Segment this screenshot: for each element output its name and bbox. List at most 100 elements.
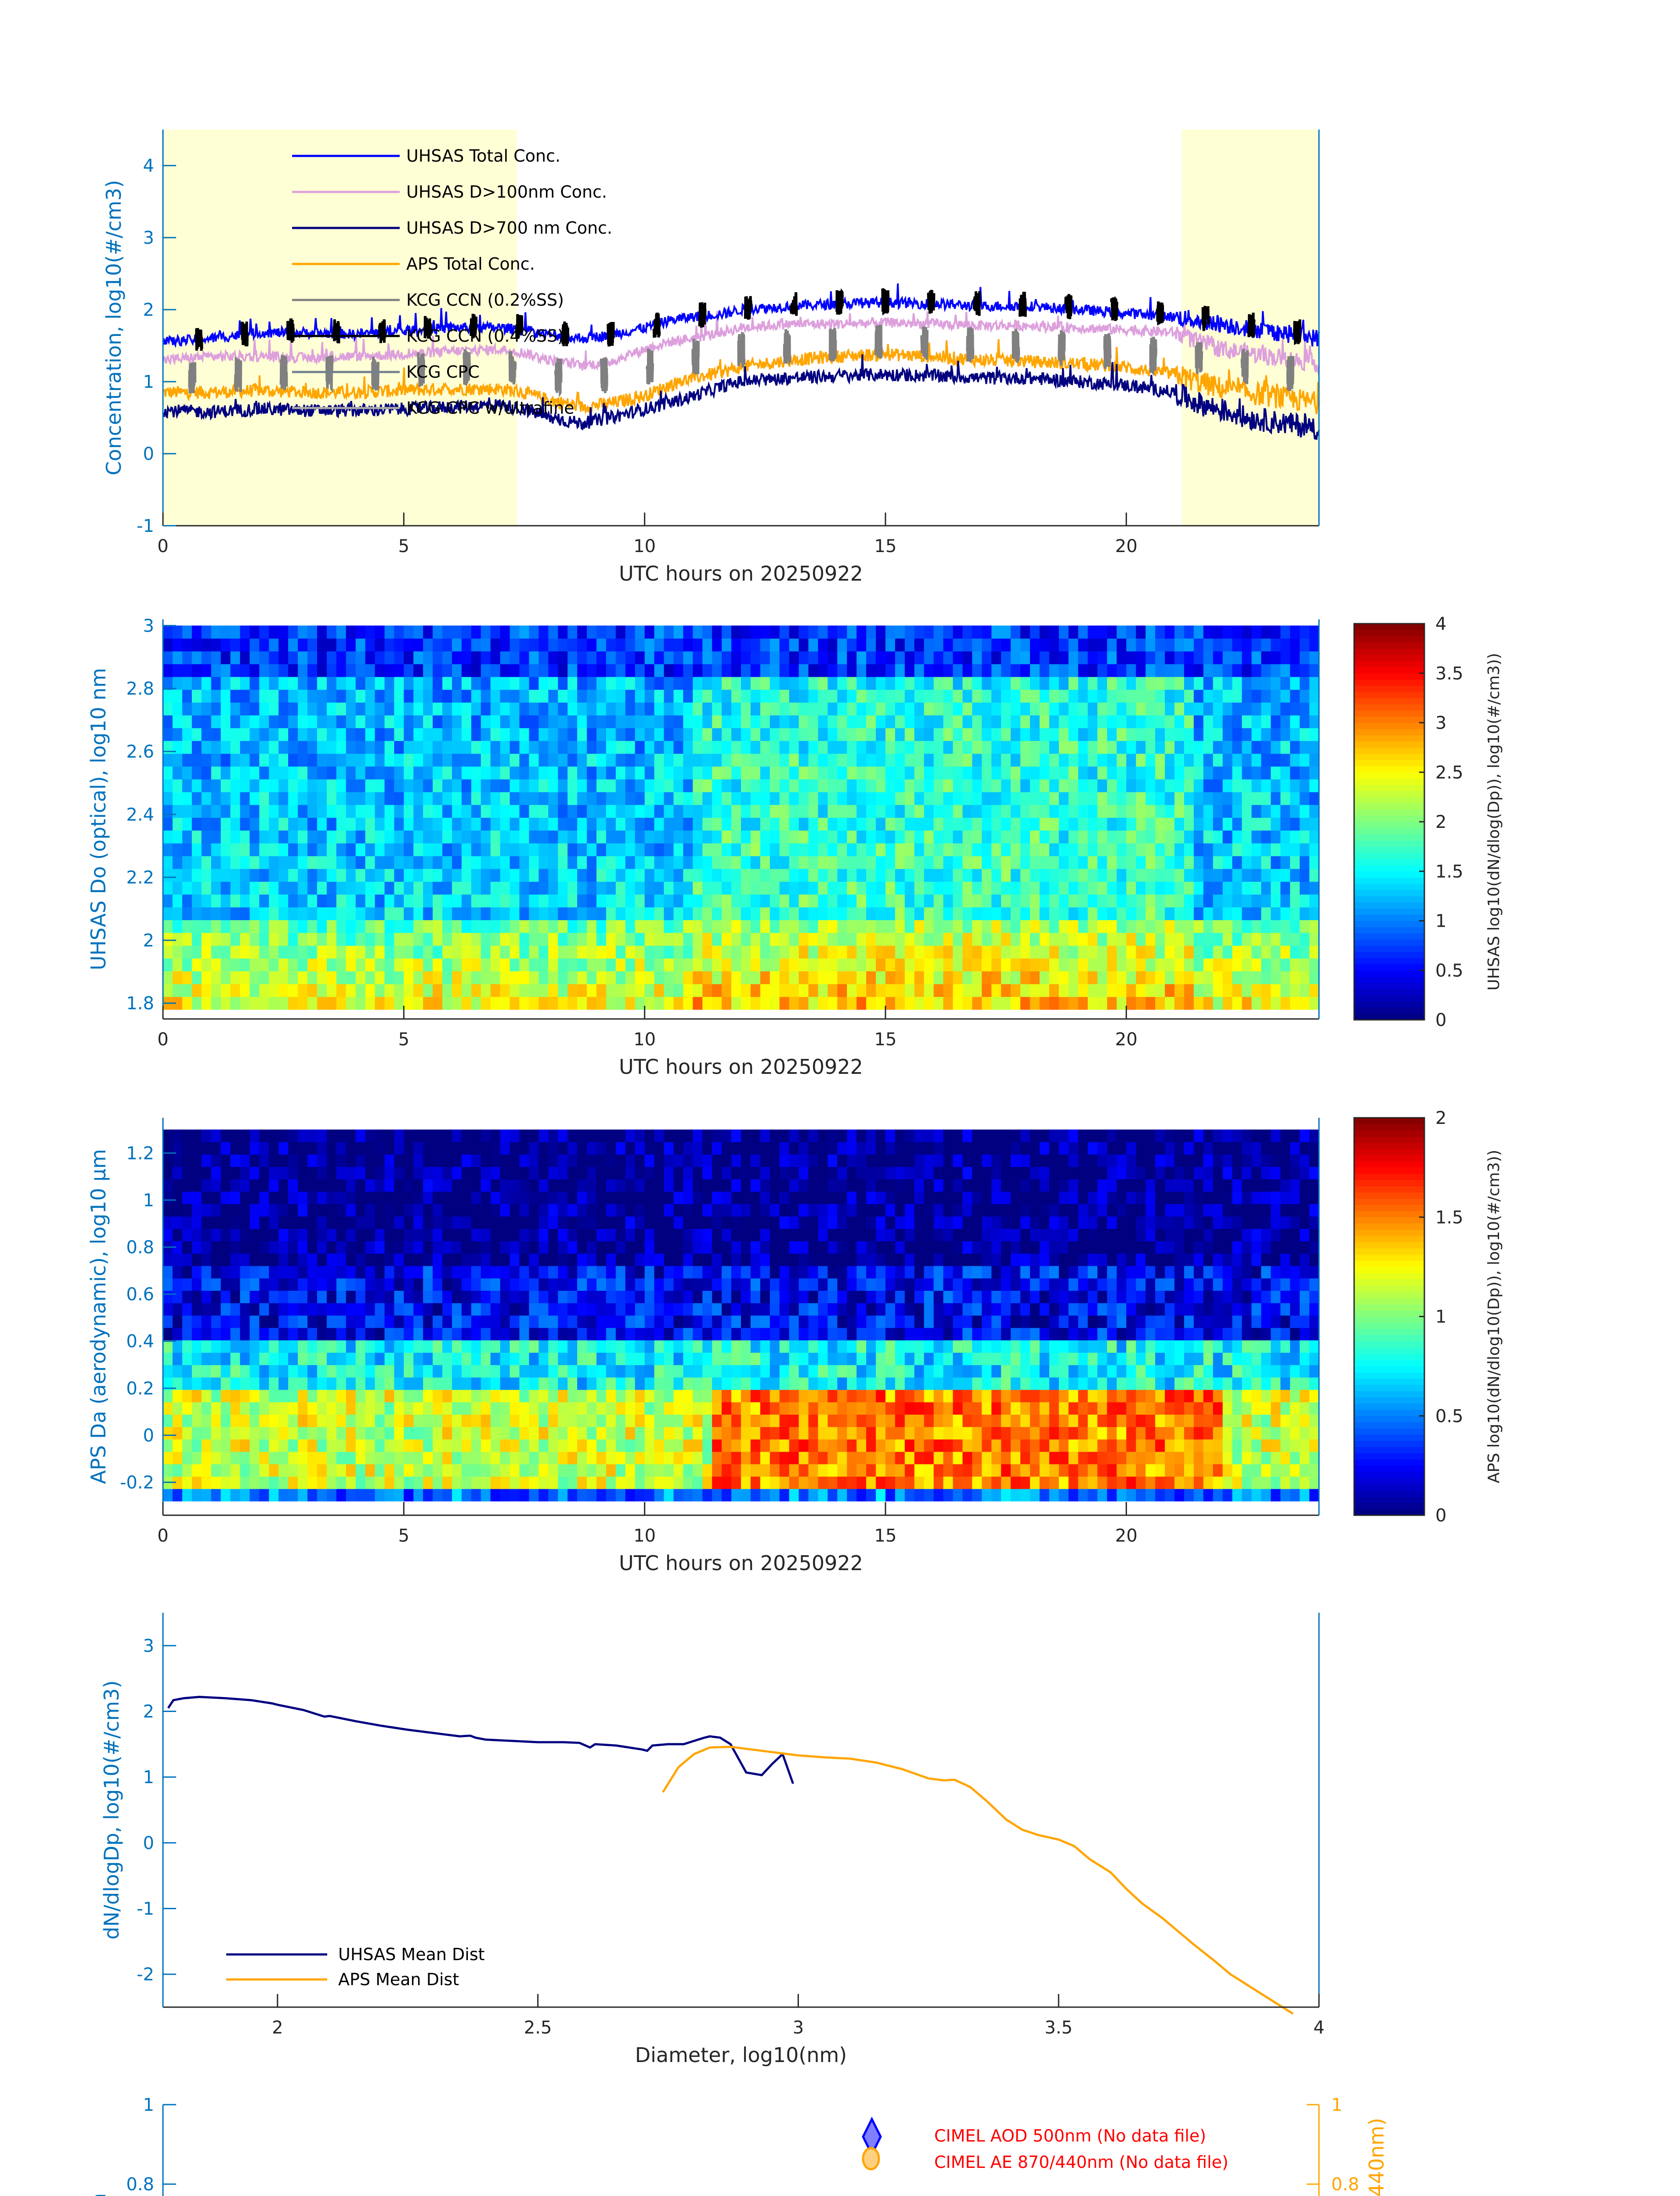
heatmap-cell xyxy=(615,1439,626,1452)
heatmap-cell xyxy=(866,869,876,882)
heatmap-cell xyxy=(1213,702,1223,715)
heatmap-cell xyxy=(1059,728,1069,741)
colorbar-step xyxy=(1354,747,1424,754)
heatmap-cell xyxy=(1078,920,1088,933)
heatmap-cell xyxy=(972,792,982,805)
x-tick-label: 5 xyxy=(398,1029,409,1050)
heatmap-cell xyxy=(1300,817,1310,831)
heatmap-cell xyxy=(1107,1402,1117,1415)
ccn-04-burst xyxy=(286,318,295,343)
heatmap-cell xyxy=(442,1390,452,1402)
heatmap-cell xyxy=(423,625,433,639)
heatmap-cell xyxy=(664,843,674,856)
heatmap-cell xyxy=(278,766,289,780)
heatmap-cell xyxy=(230,945,240,959)
heatmap-cell xyxy=(298,805,308,818)
heatmap-cell xyxy=(953,958,963,972)
heatmap-cell xyxy=(1232,625,1243,639)
heatmap-cell xyxy=(404,1377,414,1390)
heatmap-cell xyxy=(702,997,712,1010)
heatmap-cell xyxy=(1155,779,1165,792)
heatmap-cell xyxy=(1222,971,1233,984)
heatmap-cell xyxy=(461,856,472,869)
heatmap-cell xyxy=(471,869,481,882)
heatmap-cell xyxy=(615,753,626,767)
heatmap-cell xyxy=(866,907,876,921)
colorbar-step xyxy=(1354,661,1424,668)
heatmap-cell xyxy=(307,843,318,856)
heatmap-cell xyxy=(953,1377,963,1390)
heatmap-cell xyxy=(808,856,818,869)
heatmap-cell xyxy=(1193,651,1204,665)
heatmap-cell xyxy=(201,843,212,856)
heatmap-cell xyxy=(1087,1390,1098,1402)
heatmap-cell xyxy=(789,1452,799,1464)
heatmap-cell xyxy=(750,728,761,741)
heatmap-cell xyxy=(442,1488,452,1502)
heatmap-cell xyxy=(490,664,501,677)
heatmap-cell xyxy=(461,984,472,997)
heatmap-cell xyxy=(442,817,452,831)
heatmap-cell xyxy=(1242,1414,1252,1427)
heatmap-cell xyxy=(172,638,183,652)
heatmap-cell xyxy=(269,958,279,972)
heatmap-cell xyxy=(1107,638,1117,652)
heatmap-cell xyxy=(914,690,925,703)
heatmap-cell xyxy=(1184,805,1194,818)
heatmap-cell xyxy=(827,997,838,1010)
heatmap-cell xyxy=(1251,984,1261,997)
heatmap-cell xyxy=(953,843,963,856)
heatmap-cell xyxy=(413,945,423,959)
heatmap-cell xyxy=(596,651,607,665)
heatmap-cell xyxy=(490,715,501,728)
heatmap-cell xyxy=(1030,1476,1040,1489)
heatmap-cell xyxy=(837,625,847,639)
heatmap-cell xyxy=(664,997,674,1010)
heatmap-cell xyxy=(827,1390,838,1402)
heatmap-cell xyxy=(509,690,520,703)
heatmap-cell xyxy=(326,625,337,639)
heatmap-cell xyxy=(317,1402,327,1415)
heatmap-cell xyxy=(249,1439,260,1452)
heatmap-cell xyxy=(317,932,327,946)
heatmap-cell xyxy=(423,945,433,959)
heatmap-cell xyxy=(1251,932,1261,946)
heatmap-cell xyxy=(904,932,915,946)
heatmap-cell xyxy=(230,740,240,754)
heatmap-cell xyxy=(683,843,693,856)
heatmap-cell xyxy=(885,945,896,959)
heatmap-cell xyxy=(885,766,896,780)
heatmap-cell xyxy=(1213,690,1223,703)
heatmap-cell xyxy=(808,1488,818,1502)
heatmap-cell xyxy=(683,1464,693,1477)
heatmap-cell xyxy=(452,894,462,907)
heatmap-cell xyxy=(750,1377,761,1390)
colorbar-step xyxy=(1354,927,1424,934)
heatmap-cell xyxy=(770,740,780,754)
heatmap-cell xyxy=(664,869,674,882)
heatmap-cell xyxy=(741,1464,751,1477)
heatmap-cell xyxy=(693,817,703,831)
heatmap-cell xyxy=(471,1464,481,1477)
heatmap-cell xyxy=(837,1476,847,1489)
x-tick-label: 20 xyxy=(1115,1029,1138,1050)
heatmap-cell xyxy=(856,766,867,780)
heatmap-cell xyxy=(249,830,260,844)
heatmap-cell xyxy=(182,1427,192,1440)
heatmap-cell xyxy=(1251,1452,1261,1464)
heatmap-cell xyxy=(336,997,347,1010)
heatmap-cell xyxy=(1059,894,1069,907)
heatmap-cell xyxy=(558,664,568,677)
heatmap-cell xyxy=(1136,920,1146,933)
heatmap-cell xyxy=(683,1402,693,1415)
heatmap-cell xyxy=(1078,766,1088,780)
heatmap-cell xyxy=(664,971,674,984)
heatmap-cell xyxy=(625,1476,636,1489)
heatmap-cell xyxy=(606,690,616,703)
heatmap-cell xyxy=(404,1464,414,1477)
heatmap-cell xyxy=(230,625,240,639)
heatmap-cell xyxy=(808,690,818,703)
heatmap-cell xyxy=(1280,740,1290,754)
heatmap-cell xyxy=(1116,1439,1127,1452)
heatmap-cell xyxy=(1213,676,1223,690)
